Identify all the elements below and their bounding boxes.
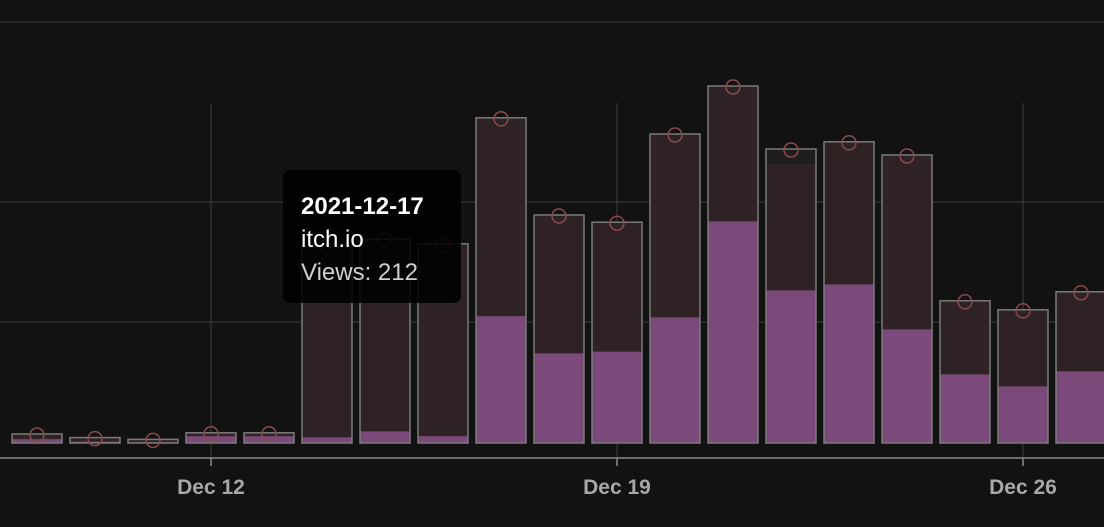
bar-segment[interactable] (708, 86, 758, 221)
tooltip-views: Views: 212 (301, 259, 418, 286)
bar-outline[interactable] (707, 85, 759, 444)
bar-point-marker[interactable] (203, 426, 219, 442)
bar-point-marker[interactable] (841, 135, 857, 151)
bar-outline[interactable] (881, 154, 933, 444)
bar-point-marker[interactable] (1073, 285, 1089, 301)
bar-segment[interactable] (1056, 291, 1104, 371)
bar-outline[interactable] (475, 117, 527, 444)
bar-outline[interactable] (127, 438, 179, 444)
bar-segment[interactable] (534, 215, 584, 353)
bar-segment[interactable] (70, 441, 120, 443)
bar-segment[interactable] (1056, 371, 1104, 443)
bar-outline[interactable] (939, 300, 991, 444)
bar-outline[interactable] (591, 221, 643, 444)
bar-outline[interactable] (185, 432, 237, 444)
bar-segment[interactable] (476, 117, 526, 316)
x-axis-ticks: Dec 12 Dec 19 Dec 26 (177, 458, 1057, 499)
bar-point-marker[interactable] (87, 430, 103, 447)
bar-point-marker[interactable] (145, 432, 161, 449)
bar-outline[interactable] (997, 309, 1049, 444)
bar-segment[interactable] (360, 431, 410, 443)
bar-segment[interactable] (476, 315, 526, 443)
x-tick-label: Dec 12 (177, 476, 245, 499)
bar-segment[interactable] (766, 290, 816, 443)
bar-segment[interactable] (302, 437, 352, 443)
bar-segment[interactable] (70, 437, 120, 442)
bar-segment[interactable] (186, 432, 236, 436)
bar-segment[interactable] (940, 300, 990, 374)
bar-outline[interactable] (11, 433, 63, 444)
bar-segment[interactable] (708, 221, 758, 443)
bar-segment[interactable] (12, 438, 62, 443)
bar-outline[interactable] (1055, 291, 1104, 444)
bar-segment[interactable] (244, 432, 294, 436)
bar-segment[interactable] (998, 309, 1048, 386)
tooltip-date: 2021-12-17 (301, 193, 424, 220)
bar-point-marker[interactable] (29, 427, 45, 443)
bar-segment[interactable] (824, 141, 874, 284)
x-tick-label: Dec 19 (583, 476, 651, 499)
bar-segment[interactable] (766, 164, 816, 290)
bar-outline[interactable] (765, 148, 817, 444)
bar-point-marker[interactable] (667, 127, 683, 143)
x-tick-label: Dec 26 (989, 476, 1057, 499)
bar-point-marker[interactable] (899, 148, 915, 164)
bar-segment[interactable] (650, 317, 700, 443)
bar-point-marker[interactable] (783, 142, 799, 158)
bar-segment[interactable] (650, 134, 700, 317)
bar-point-marker[interactable] (609, 215, 625, 231)
bar-outline[interactable] (243, 432, 295, 444)
bar-outline[interactable] (69, 436, 121, 444)
hover-tooltip: 2021-12-17 itch.io Views: 212 (283, 170, 461, 303)
bar-segment[interactable] (592, 351, 642, 443)
bar-point-marker[interactable] (551, 208, 567, 224)
bar-outline[interactable] (649, 133, 701, 444)
bar-outline[interactable] (533, 214, 585, 444)
bar-segment[interactable] (824, 284, 874, 443)
bar-segment[interactable] (244, 435, 294, 443)
bar-segment[interactable] (534, 353, 584, 443)
tooltip-source: itch.io (301, 226, 364, 253)
bar-point-marker[interactable] (725, 79, 741, 95)
bar-segment[interactable] (882, 329, 932, 443)
bar-segment[interactable] (592, 222, 642, 352)
bar-series (11, 85, 1104, 444)
bar-point-marker[interactable] (261, 426, 277, 442)
bar-segment[interactable] (998, 386, 1048, 443)
bar-point-marker[interactable] (493, 111, 509, 127)
bar-segment[interactable] (940, 374, 990, 443)
bar-point-marker[interactable] (957, 294, 973, 310)
bar-segment[interactable] (186, 435, 236, 443)
bar-outline[interactable] (823, 141, 875, 444)
bar-point-marker[interactable] (1015, 303, 1031, 319)
bar-segment[interactable] (12, 434, 62, 439)
bar-segment[interactable] (128, 439, 178, 442)
bar-segment[interactable] (882, 155, 932, 329)
bar-segment[interactable] (418, 435, 468, 443)
